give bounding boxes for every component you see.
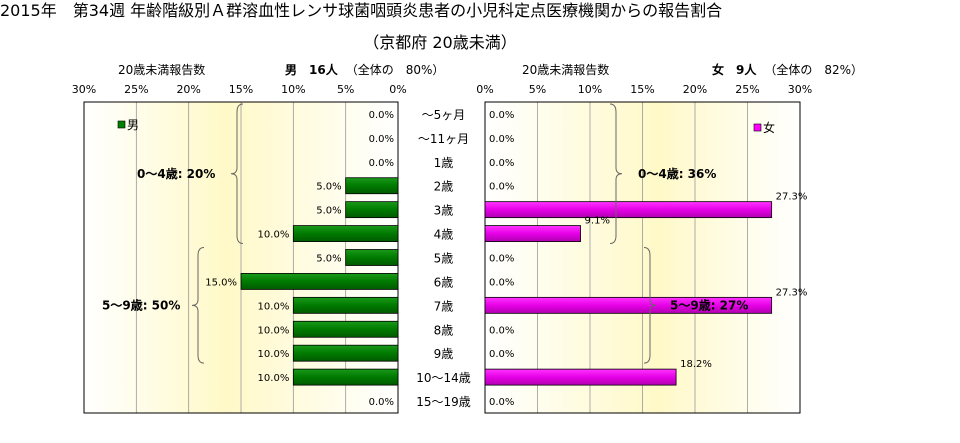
female-tick-label: 5% (529, 83, 546, 96)
female-group-label-0-4: 0〜4歳: 36% (638, 166, 716, 181)
category-label: 2歳 (434, 180, 454, 194)
male-data-label: 0.0% (369, 158, 394, 169)
male-bar (292, 225, 399, 242)
category-label: 5歳 (434, 252, 454, 266)
male-data-label: 5.0% (316, 254, 341, 265)
female-group-label-5-9: 5〜9歳: 27% (670, 297, 748, 312)
female-tick-label: 20% (683, 83, 707, 96)
male-data-label: 0.0% (369, 397, 394, 408)
female-data-label: 0.0% (489, 349, 514, 360)
female-data-label: 0.0% (489, 397, 514, 408)
male-data-label: 10.0% (258, 349, 290, 360)
male-data-label: 10.0% (258, 373, 290, 384)
male-bracket-0-4 (230, 103, 244, 245)
female-data-label: 0.0% (489, 254, 514, 265)
category-label: 7歳 (434, 299, 454, 313)
female-bracket-0-4 (609, 103, 623, 245)
male-data-label: 15.0% (205, 277, 237, 288)
male-tick-label: 10% (281, 83, 305, 96)
female-data-label: 0.0% (489, 134, 514, 145)
male-bar (345, 177, 399, 195)
chart-title: 2015年 第34週 年齢階級別Ａ群溶血性レンサ球菌咽頭炎患者の小児科定点医療機… (0, 1, 723, 20)
female-tick-label: 25% (735, 83, 759, 96)
male-summary-text: 男 16人 (285, 63, 338, 77)
female-data-label: 0.0% (489, 182, 514, 193)
male-data-label: 10.0% (258, 301, 290, 312)
female-data-label: 0.0% (489, 110, 514, 121)
male-data-label: 10.0% (258, 230, 290, 241)
male-legend-label: 男 (127, 118, 139, 132)
chart-subtitle: （京都府 20歳未満） (363, 33, 517, 52)
male-bar (240, 273, 399, 290)
female-ratio: （全体の 82%） (764, 63, 864, 77)
female-summary-text: 女 9人 (712, 63, 757, 77)
female-legend-label: 女 (763, 120, 775, 135)
female-data-label: 18.2% (680, 359, 712, 370)
male-data-label: 5.0% (316, 206, 341, 217)
male-tick-label: 5% (337, 83, 354, 96)
male-bar (292, 296, 399, 314)
male-ratio: （全体の 80%） (345, 63, 445, 77)
female-legend-swatch (753, 123, 762, 132)
category-label: 8歳 (434, 323, 454, 337)
category-label: 4歳 (434, 228, 454, 242)
male-bar (292, 368, 399, 386)
female-tick-label: 30% (788, 83, 812, 96)
category-label: 3歳 (434, 204, 454, 218)
male-bar (345, 201, 399, 219)
female-tick-label: 15% (630, 83, 654, 96)
male-bar (345, 249, 399, 266)
female-data-label: 9.1% (585, 216, 610, 227)
male-count-label: 20歳未満報告数 (118, 63, 206, 77)
female-bar (484, 225, 581, 242)
category-label: 15〜19歳 (416, 395, 471, 409)
male-legend-swatch (117, 120, 126, 129)
male-group-label-5-9: 5〜9歳: 50% (102, 297, 180, 312)
female-data-label: 0.0% (489, 158, 514, 169)
category-label: 〜5ヶ月 (422, 108, 466, 122)
female-data-label: 0.0% (489, 277, 514, 288)
category-label: 10〜14歳 (416, 371, 471, 385)
male-bar (292, 320, 399, 338)
category-label: 〜11ヶ月 (418, 132, 469, 146)
male-group-label-0-4: 0〜4歳: 20% (137, 166, 215, 181)
male-tick-label: 15% (229, 83, 253, 96)
male-data-label: 10.0% (258, 325, 290, 336)
male-summary: 男 16人 （全体の 80%） (285, 61, 444, 78)
female-summary: 女 9人 （全体の 82%） (712, 61, 863, 78)
female-tick-label: 0% (476, 83, 493, 96)
female-data-label: 0.0% (489, 325, 514, 336)
male-bracket-5-9 (191, 247, 205, 364)
female-tick-label: 10% (578, 83, 602, 96)
male-data-label: 0.0% (369, 110, 394, 121)
male-tick-label: 20% (176, 83, 200, 96)
male-data-label: 0.0% (369, 134, 394, 145)
female-count-label: 20歳未満報告数 (522, 63, 610, 77)
male-bar (292, 344, 399, 362)
category-label: 6歳 (434, 275, 454, 289)
category-label: 9歳 (434, 347, 454, 361)
male-tick-label: 0% (389, 83, 406, 96)
male-tick-label: 25% (124, 83, 148, 96)
female-bar (484, 201, 773, 219)
female-plot-border (484, 101, 801, 414)
male-data-label: 5.0% (316, 182, 341, 193)
male-tick-label: 30% (72, 83, 96, 96)
category-label: 1歳 (434, 156, 454, 170)
female-bar (484, 368, 677, 386)
female-bar (484, 296, 773, 314)
female-data-label: 27.3% (776, 192, 808, 203)
female-data-label: 27.3% (776, 287, 808, 298)
female-bracket-5-9 (643, 247, 657, 364)
